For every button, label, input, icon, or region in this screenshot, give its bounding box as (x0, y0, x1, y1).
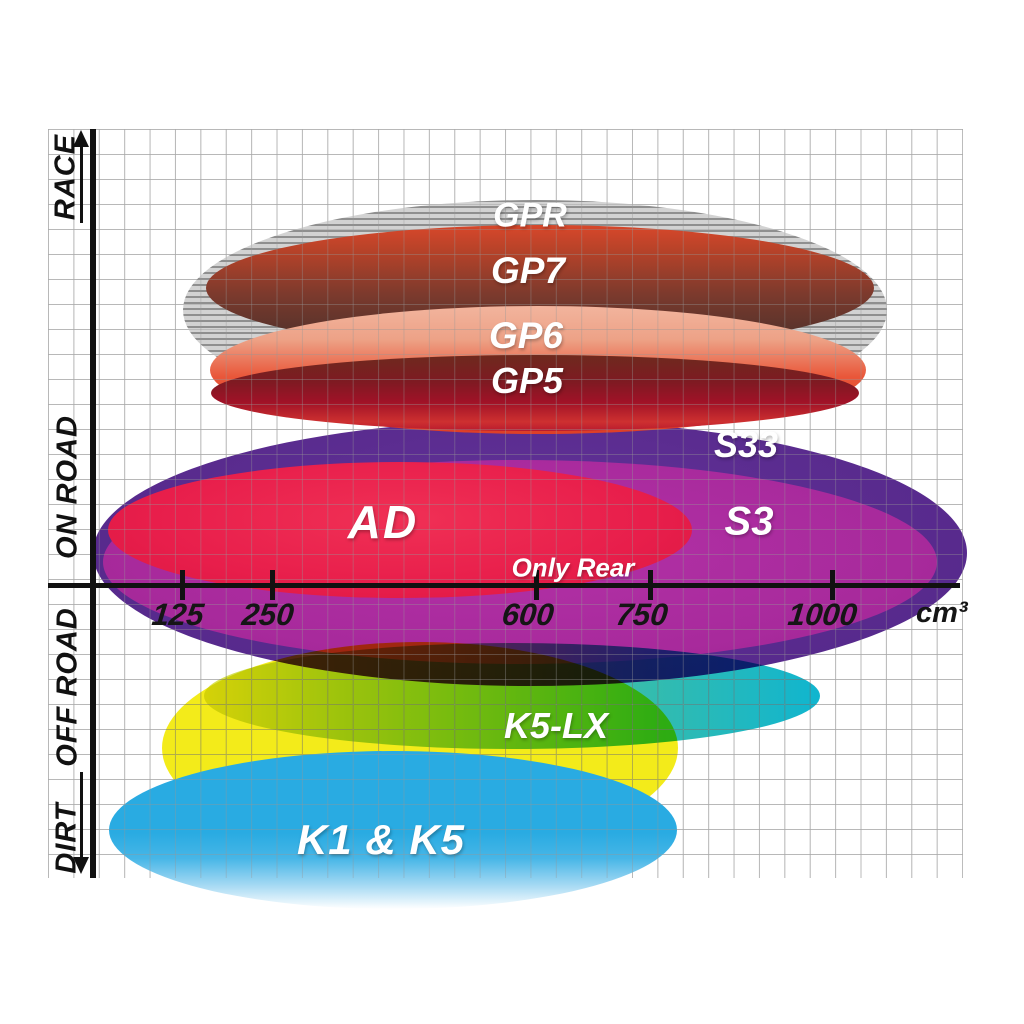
y-label-on-road: ON ROAD (51, 415, 84, 559)
series-label-gpr: GPR (493, 196, 567, 235)
y-axis-line (90, 129, 96, 878)
race-up-arrow-icon (73, 130, 89, 147)
series-k1k5-ellipse (109, 751, 677, 909)
x-tick-label-600: 600 (500, 597, 556, 632)
series-label-gp7: GP7 (490, 250, 566, 291)
x-tick-250 (270, 570, 275, 600)
series-label-s33: S33 (713, 424, 779, 465)
x-axis-line (48, 583, 960, 588)
x-tick-1000 (830, 570, 835, 600)
series-gp5-ellipse (211, 355, 859, 431)
x-tick-125 (180, 570, 185, 600)
x-tick-label-750: 750 (614, 597, 670, 632)
series-label-s3: S3 (724, 499, 774, 544)
series-label-gp6: GP6 (488, 315, 564, 356)
dirt-arrow-shaft (80, 772, 83, 857)
x-tick-label-1000: 1000 (786, 597, 859, 632)
series-k5lx-ellipse (204, 643, 820, 749)
x-tick-600 (534, 570, 539, 600)
x-tick-label-125: 125 (150, 597, 206, 632)
race-arrow-shaft (80, 147, 83, 223)
series-label-k1k5: K1 & K5 (296, 816, 466, 863)
x-axis-unit-label: cm³ (916, 597, 968, 629)
y-label-off-road: OFF ROAD (51, 607, 84, 767)
series-label-k5lx: K5-LX (503, 705, 609, 746)
dirt-down-arrow-icon (73, 857, 89, 874)
x-tick-750 (648, 570, 653, 600)
series-label-gp5: GP5 (490, 360, 564, 401)
x-tick-label-250: 250 (240, 597, 296, 632)
annotation-only-rear: Only Rear (511, 552, 635, 583)
series-ad-ellipse (108, 462, 692, 598)
series-label-ad: AD (347, 496, 419, 548)
